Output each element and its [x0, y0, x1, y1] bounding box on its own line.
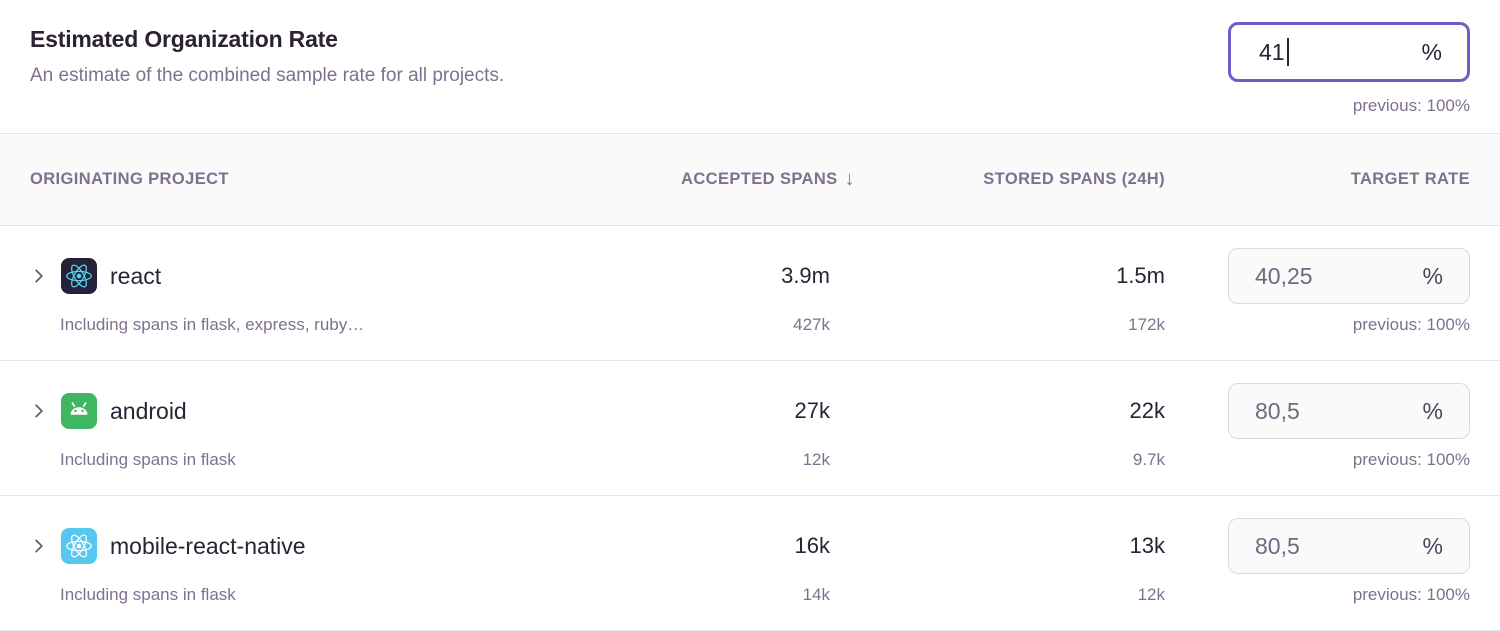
- target-rate-value: 80,5: [1255, 532, 1300, 559]
- sort-descending-icon: ↓: [844, 168, 855, 190]
- react-platform-icon: [61, 258, 97, 294]
- android-platform-icon: [61, 393, 97, 429]
- target-rate-input[interactable]: 40,25 %: [1228, 248, 1470, 304]
- expand-chevron-icon[interactable]: [30, 537, 48, 555]
- page-subtitle: An estimate of the combined sample rate …: [30, 65, 505, 86]
- project-name[interactable]: android: [110, 397, 187, 424]
- column-header-originating-project: ORIGINATING PROJECT: [30, 170, 229, 188]
- project-cell: react: [30, 258, 575, 294]
- percent-suffix: %: [1422, 532, 1443, 559]
- org-rate-value: 41: [1259, 38, 1285, 65]
- text-cursor: [1286, 38, 1289, 66]
- table-row: android 27k 22k 80,5 % Including spans i…: [0, 361, 1500, 496]
- project-name[interactable]: react: [110, 262, 162, 289]
- target-rate-value: 40,25: [1255, 262, 1313, 289]
- project-description: Including spans in flask, express, ruby…: [60, 315, 365, 334]
- org-rate-block: 41 % previous: 100%: [1228, 22, 1470, 116]
- target-rate-cell: 40,25 %: [1165, 248, 1470, 304]
- target-rate-cell: 80,5 %: [1165, 383, 1470, 439]
- table-row: react 3.9m 1.5m 40,25 % Including spans …: [0, 226, 1500, 361]
- panel-header-text: Estimated Organization Rate An estimate …: [30, 26, 504, 87]
- org-rate-input[interactable]: 41 %: [1228, 22, 1470, 82]
- accepted-spans-value: 3.9m: [781, 263, 830, 288]
- previous-rate-label: previous: 100%: [1352, 450, 1470, 469]
- project-cell: android: [30, 393, 575, 429]
- expand-chevron-icon[interactable]: [30, 267, 48, 285]
- target-rate-input[interactable]: 80,5 %: [1228, 518, 1470, 574]
- stored-spans-value: 22k: [1129, 398, 1165, 423]
- stored-spans-value: 1.5m: [1116, 263, 1165, 288]
- column-header-stored-spans: STORED SPANS (24H): [983, 170, 1165, 188]
- target-rate-cell: 80,5 %: [1165, 518, 1470, 574]
- previous-rate-label: previous: 100%: [1352, 315, 1470, 334]
- target-rate-value: 80,5: [1255, 397, 1300, 424]
- target-rate-input[interactable]: 80,5 %: [1228, 383, 1470, 439]
- accepted-spans-sub-value: 12k: [802, 450, 830, 469]
- table-header: ORIGINATING PROJECT ACCEPTED SPANS ↓ STO…: [0, 134, 1500, 226]
- column-header-target-rate: TARGET RATE: [1350, 170, 1470, 188]
- accepted-spans-sub-value: 427k: [793, 315, 830, 334]
- react-native-platform-icon: [61, 528, 97, 564]
- column-header-accepted-spans-label: ACCEPTED SPANS: [681, 170, 838, 188]
- column-header-accepted-spans[interactable]: ACCEPTED SPANS ↓: [575, 168, 855, 191]
- project-name[interactable]: mobile-react-native: [110, 532, 306, 559]
- project-cell: mobile-react-native: [30, 528, 575, 564]
- project-description: Including spans in flask: [60, 585, 236, 604]
- page-title: Estimated Organization Rate: [30, 26, 338, 52]
- stored-spans-value: 13k: [1129, 533, 1165, 558]
- accepted-spans-value: 16k: [794, 533, 830, 558]
- expand-chevron-icon[interactable]: [30, 402, 48, 420]
- previous-rate-label: previous: 100%: [1352, 585, 1470, 604]
- panel-header: Estimated Organization Rate An estimate …: [0, 0, 1500, 134]
- project-description: Including spans in flask: [60, 450, 236, 469]
- table-row: mobile-react-native 16k 13k 80,5 % Inclu…: [0, 496, 1500, 631]
- percent-suffix: %: [1421, 38, 1442, 65]
- percent-suffix: %: [1422, 397, 1443, 424]
- stored-spans-sub-value: 172k: [1128, 315, 1165, 334]
- percent-suffix: %: [1422, 262, 1443, 289]
- stored-spans-sub-value: 12k: [1137, 585, 1165, 604]
- stored-spans-sub-value: 9.7k: [1132, 450, 1165, 469]
- accepted-spans-value: 27k: [794, 398, 830, 423]
- previous-rate-label: previous: 100%: [1352, 96, 1470, 115]
- accepted-spans-sub-value: 14k: [802, 585, 830, 604]
